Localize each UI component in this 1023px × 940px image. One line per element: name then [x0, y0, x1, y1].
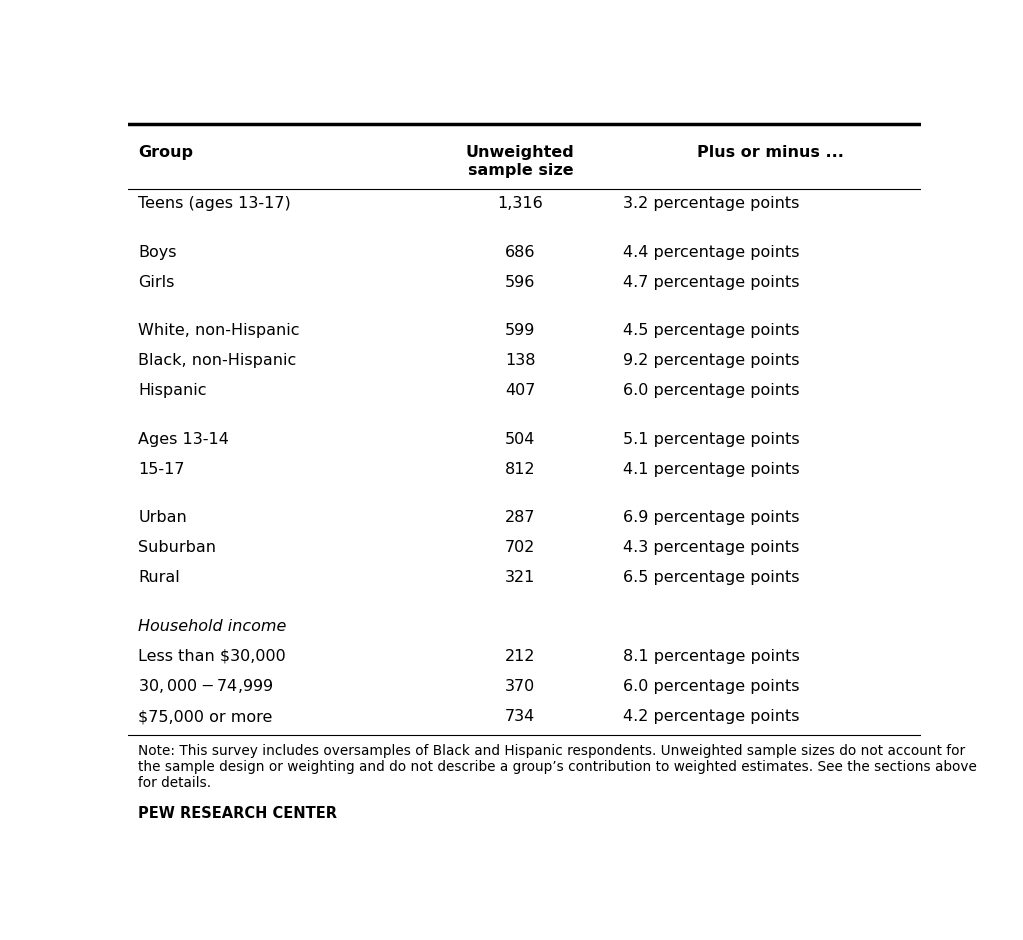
Text: Teens (ages 13-17): Teens (ages 13-17)	[138, 196, 291, 212]
Text: 138: 138	[505, 353, 536, 368]
Text: $75,000 or more: $75,000 or more	[138, 709, 272, 724]
Text: 4.3 percentage points: 4.3 percentage points	[623, 540, 800, 556]
Text: 287: 287	[505, 510, 536, 525]
Text: White, non-Hispanic: White, non-Hispanic	[138, 323, 300, 338]
Text: 599: 599	[505, 323, 535, 338]
Text: Boys: Boys	[138, 244, 177, 259]
Text: 370: 370	[505, 679, 535, 694]
Text: Hispanic: Hispanic	[138, 384, 207, 399]
Text: 6.5 percentage points: 6.5 percentage points	[623, 571, 800, 586]
Text: 15-17: 15-17	[138, 462, 185, 477]
Text: 9.2 percentage points: 9.2 percentage points	[623, 353, 800, 368]
Text: 4.1 percentage points: 4.1 percentage points	[623, 462, 800, 477]
Text: 321: 321	[505, 571, 535, 586]
Text: 8.1 percentage points: 8.1 percentage points	[623, 649, 800, 664]
Text: 6.9 percentage points: 6.9 percentage points	[623, 510, 800, 525]
Text: 702: 702	[505, 540, 535, 556]
Text: PEW RESEARCH CENTER: PEW RESEARCH CENTER	[138, 807, 338, 822]
Text: Note: This survey includes oversamples of Black and Hispanic respondents. Unweig: Note: This survey includes oversamples o…	[138, 744, 977, 791]
Text: $30,000 - $74,999: $30,000 - $74,999	[138, 678, 274, 696]
Text: 4.7 percentage points: 4.7 percentage points	[623, 274, 800, 290]
Text: 504: 504	[505, 431, 535, 446]
Text: Group: Group	[138, 146, 193, 161]
Text: 812: 812	[505, 462, 536, 477]
Text: 734: 734	[505, 709, 535, 724]
Text: 686: 686	[505, 244, 536, 259]
Text: 4.5 percentage points: 4.5 percentage points	[623, 323, 800, 338]
Text: Rural: Rural	[138, 571, 180, 586]
Text: Unweighted
sample size: Unweighted sample size	[465, 146, 575, 178]
Text: Plus or minus ...: Plus or minus ...	[697, 146, 844, 161]
Text: Less than $30,000: Less than $30,000	[138, 649, 286, 664]
Text: Girls: Girls	[138, 274, 175, 290]
Text: 6.0 percentage points: 6.0 percentage points	[623, 679, 800, 694]
Text: Household income: Household income	[138, 619, 286, 634]
Text: 5.1 percentage points: 5.1 percentage points	[623, 431, 800, 446]
Text: 596: 596	[505, 274, 535, 290]
Text: 4.2 percentage points: 4.2 percentage points	[623, 709, 800, 724]
Text: 212: 212	[505, 649, 536, 664]
Text: 3.2 percentage points: 3.2 percentage points	[623, 196, 800, 212]
Text: 6.0 percentage points: 6.0 percentage points	[623, 384, 800, 399]
Text: Suburban: Suburban	[138, 540, 216, 556]
Text: 4.4 percentage points: 4.4 percentage points	[623, 244, 800, 259]
Text: 1,316: 1,316	[497, 196, 543, 212]
Text: Black, non-Hispanic: Black, non-Hispanic	[138, 353, 297, 368]
Text: Ages 13-14: Ages 13-14	[138, 431, 229, 446]
Text: 407: 407	[505, 384, 535, 399]
Text: Urban: Urban	[138, 510, 187, 525]
